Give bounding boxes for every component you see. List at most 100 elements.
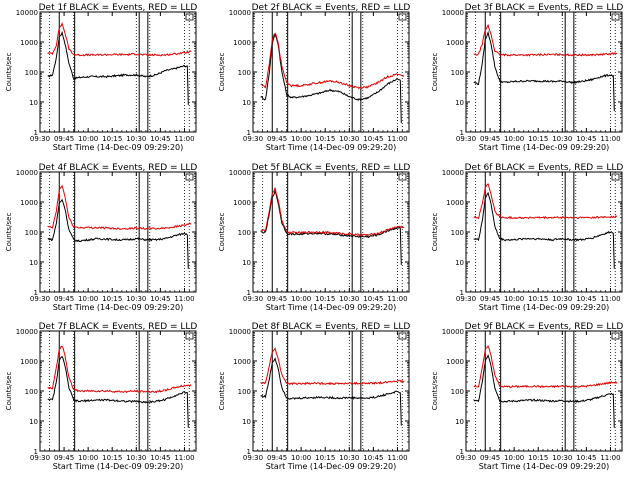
panel-data bbox=[473, 172, 618, 292]
panel-corner-box bbox=[398, 13, 407, 21]
y-tick-label: 100 bbox=[451, 229, 464, 237]
x-tick-label: 09:45 bbox=[54, 295, 74, 303]
y-tick-label: 1 bbox=[34, 289, 38, 297]
y-tick-label: 10 bbox=[242, 259, 251, 267]
y-tick-label: 10000 bbox=[229, 328, 251, 336]
events-series-line bbox=[260, 33, 402, 124]
y-axis-label: Counts/sec bbox=[5, 213, 13, 252]
x-tick-label: 09:30 bbox=[456, 135, 476, 143]
x-tick-label: 10:30 bbox=[552, 295, 572, 303]
x-tick-label: 09:45 bbox=[54, 454, 74, 462]
panel-data bbox=[473, 12, 618, 132]
x-tick-label: 10:00 bbox=[504, 454, 524, 462]
y-tick-label: 100 bbox=[25, 388, 38, 396]
lld-series-line bbox=[260, 187, 405, 237]
x-axis-label: Start Time (14-Dec-09 09:29:20) bbox=[266, 143, 397, 152]
y-tick-label: 1 bbox=[34, 448, 38, 456]
y-tick-label: 10 bbox=[29, 99, 38, 107]
lld-series-line bbox=[473, 344, 618, 389]
y-tick-label: 10 bbox=[455, 418, 464, 426]
x-tick-label: 11:00 bbox=[387, 135, 407, 143]
panel-title: Det 2f BLACK = Events, RED = LLD bbox=[252, 3, 411, 13]
events-series-line bbox=[47, 355, 189, 428]
x-tick-label: 10:00 bbox=[78, 454, 98, 462]
detector-panel-4: Det 4f BLACK = Events, RED = LLD Counts/s… bbox=[5, 163, 197, 312]
y-tick-label: 10000 bbox=[442, 9, 464, 17]
panel-frame bbox=[252, 11, 410, 133]
panel-data bbox=[47, 172, 192, 292]
events-series-line bbox=[260, 189, 402, 265]
y-tick-label: 10000 bbox=[442, 169, 464, 177]
y-tick-label: 100 bbox=[451, 69, 464, 77]
x-axis-label: Start Time (14-Dec-09 09:29:20) bbox=[53, 303, 184, 312]
x-tick-label: 09:30 bbox=[30, 135, 50, 143]
panel-corner-box bbox=[611, 173, 620, 181]
y-axis-label: Counts/sec bbox=[5, 372, 13, 411]
lld-series-line bbox=[260, 32, 405, 90]
y-tick-label: 100 bbox=[238, 388, 251, 396]
lld-series-line bbox=[473, 183, 618, 220]
y-tick-label: 1000 bbox=[233, 199, 251, 207]
x-tick-label: 10:00 bbox=[504, 295, 524, 303]
x-tick-label: 10:45 bbox=[150, 135, 170, 143]
x-tick-label: 10:00 bbox=[291, 295, 311, 303]
panel-data bbox=[260, 331, 405, 451]
x-tick-label: 10:45 bbox=[576, 135, 596, 143]
y-tick-label: 10000 bbox=[16, 328, 38, 336]
y-tick-label: 100 bbox=[25, 229, 38, 237]
x-tick-label: 11:00 bbox=[600, 454, 620, 462]
panel-data bbox=[260, 172, 405, 292]
x-tick-label: 09:30 bbox=[30, 295, 50, 303]
panel-data bbox=[473, 331, 618, 451]
panel-frame bbox=[465, 330, 623, 452]
detector-panel-3: Det 3f BLACK = Events, RED = LLD Counts/s… bbox=[431, 3, 623, 152]
x-tick-label: 10:30 bbox=[126, 295, 146, 303]
panel-frame bbox=[39, 11, 197, 133]
x-tick-label: 10:00 bbox=[78, 295, 98, 303]
events-series-line bbox=[260, 357, 402, 426]
x-tick-label: 10:45 bbox=[150, 454, 170, 462]
y-axis-label: Counts/sec bbox=[431, 213, 439, 252]
x-tick-label: 09:30 bbox=[456, 454, 476, 462]
panel-data bbox=[47, 12, 192, 132]
x-tick-label: 10:15 bbox=[528, 295, 548, 303]
detector-panel-8: Det 8f BLACK = Events, RED = LLD Counts/s… bbox=[218, 322, 410, 471]
x-tick-label: 10:45 bbox=[576, 454, 596, 462]
lld-series-line bbox=[473, 23, 618, 57]
x-tick-label: 09:45 bbox=[267, 454, 287, 462]
y-axis-label: Counts/sec bbox=[431, 372, 439, 411]
panel-title: Det 1f BLACK = Events, RED = LLD bbox=[39, 3, 198, 13]
panel-frame bbox=[252, 330, 410, 452]
events-series-line bbox=[473, 30, 615, 112]
panel-title: Det 5f BLACK = Events, RED = LLD bbox=[252, 163, 411, 173]
x-tick-label: 09:30 bbox=[243, 454, 263, 462]
x-tick-label: 09:45 bbox=[267, 135, 287, 143]
panel-data bbox=[47, 331, 192, 451]
y-tick-label: 1 bbox=[460, 129, 464, 137]
panel-corner-box bbox=[398, 332, 407, 340]
y-tick-label: 1 bbox=[247, 289, 251, 297]
detector-panel-5: Det 5f BLACK = Events, RED = LLD Counts/s… bbox=[218, 163, 410, 312]
panel-frame bbox=[465, 171, 623, 293]
y-tick-label: 1000 bbox=[233, 39, 251, 47]
x-tick-label: 11:00 bbox=[387, 454, 407, 462]
x-tick-label: 10:15 bbox=[315, 295, 335, 303]
y-tick-label: 1000 bbox=[20, 39, 38, 47]
y-axis-label: Counts/sec bbox=[5, 53, 13, 92]
panel-frame bbox=[465, 11, 623, 133]
panel-corner-box bbox=[611, 13, 620, 21]
x-tick-label: 10:30 bbox=[552, 135, 572, 143]
x-tick-label: 11:00 bbox=[600, 295, 620, 303]
x-tick-label: 10:30 bbox=[339, 135, 359, 143]
y-tick-label: 100 bbox=[451, 388, 464, 396]
y-tick-label: 1000 bbox=[446, 39, 464, 47]
y-tick-label: 100 bbox=[238, 69, 251, 77]
panel-title: Det 9f BLACK = Events, RED = LLD bbox=[465, 322, 624, 332]
x-tick-label: 09:45 bbox=[480, 295, 500, 303]
x-tick-label: 10:00 bbox=[78, 135, 98, 143]
y-tick-label: 10000 bbox=[442, 328, 464, 336]
x-tick-label: 10:00 bbox=[291, 135, 311, 143]
x-tick-label: 10:30 bbox=[552, 454, 572, 462]
lld-series-line bbox=[260, 347, 405, 386]
